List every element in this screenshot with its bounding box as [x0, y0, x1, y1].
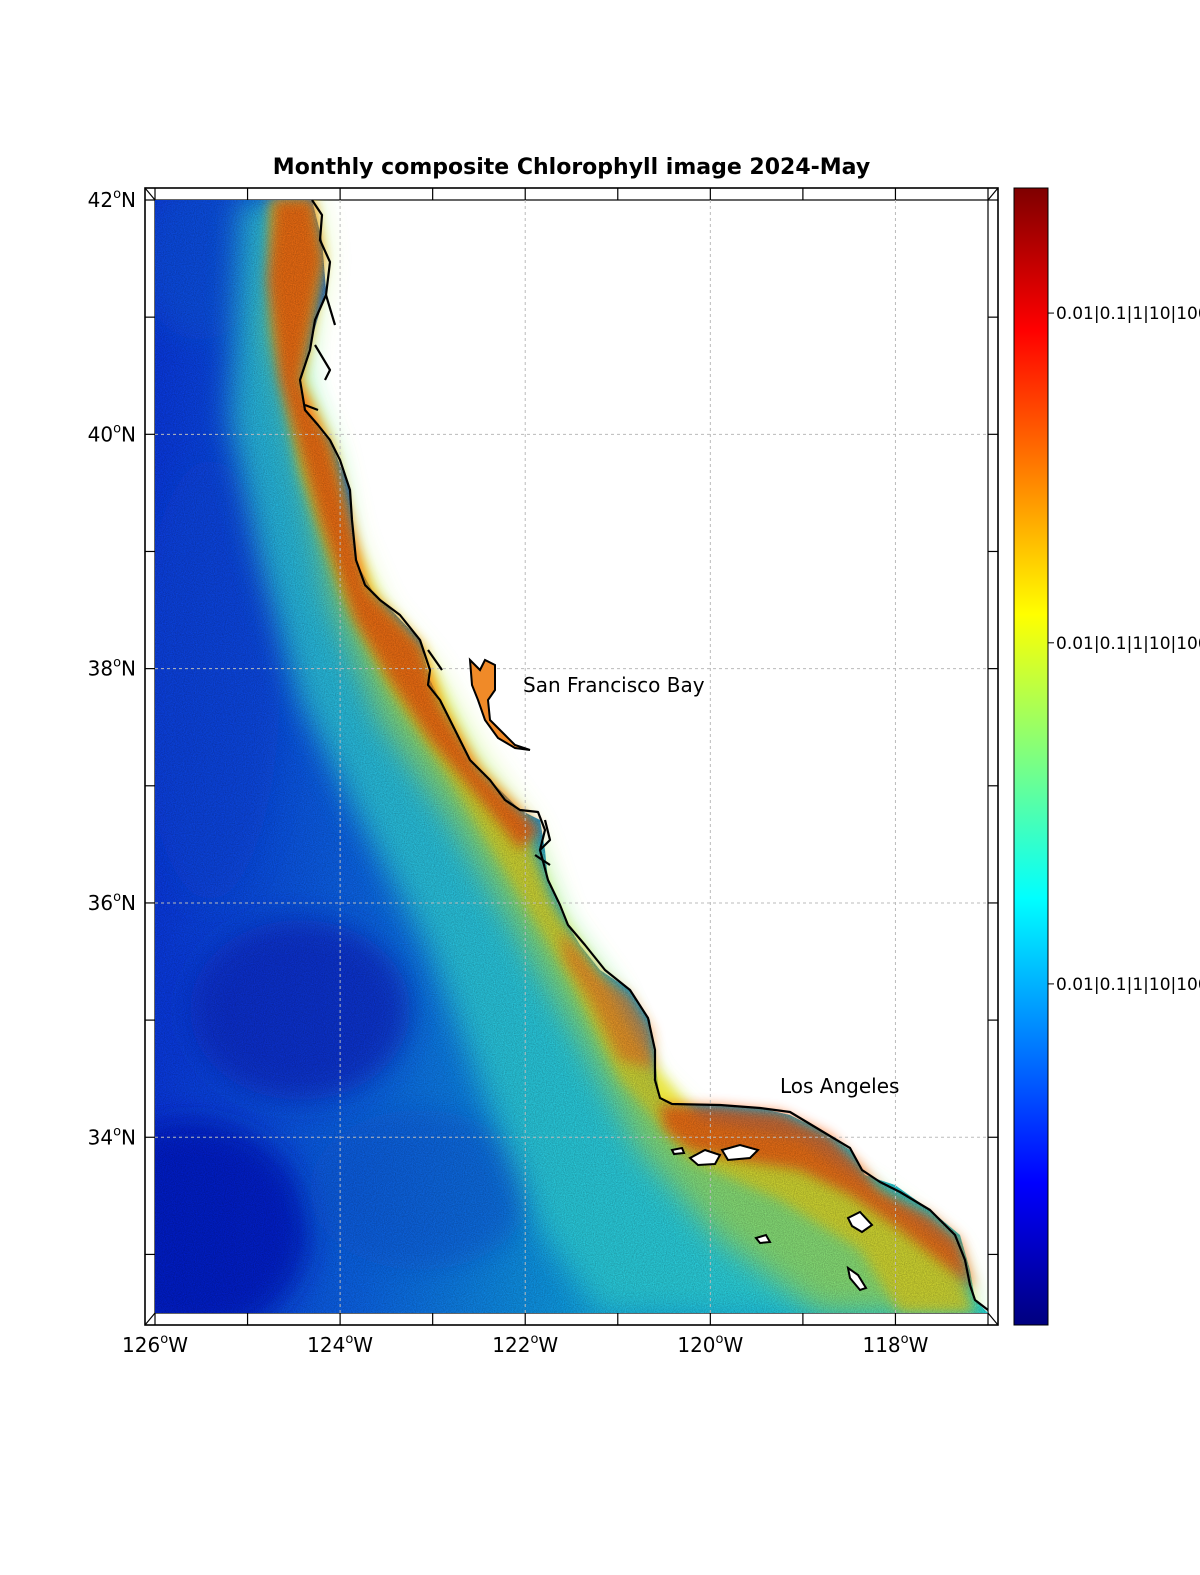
coastline [298, 199, 989, 1311]
map-title: Monthly composite Chlorophyll image 2024… [272, 155, 871, 180]
lat-tick-label: 42oN [88, 187, 136, 212]
lon-tick-label: 120oW [677, 1332, 743, 1357]
colorbar-tick-label: 0.01|0.1|1|10|100 [1056, 634, 1200, 654]
lon-tick-label: 124oW [307, 1332, 373, 1357]
lat-tick-label: 34oN [88, 1124, 136, 1149]
place-label-san-francisco-bay: San Francisco Bay [523, 673, 705, 697]
lat-tick-label: 38oN [88, 656, 136, 681]
place-label-los-angeles: Los Angeles [780, 1074, 899, 1098]
map-grid [155, 200, 988, 1313]
map-frame-outer [144, 187, 999, 1326]
colorbar [1013, 187, 1049, 1326]
lat-tick-label: 40oN [88, 421, 136, 446]
colorbar-tick-label: 0.01|0.1|1|10|100 [1056, 975, 1200, 995]
axis-ticks: 126oW 124oW 122oW 120oW 118oW 42oN 40oN 38oN 36o… [88, 187, 998, 1357]
lon-tick-label: 126oW [122, 1332, 188, 1357]
san-francisco-bay [468, 657, 531, 751]
colorbar-labels: 0.01|0.1|1|10|100 0.01|0.1|1|10|100 0.01|0… [1048, 304, 1200, 995]
lat-tick-label: 36oN [88, 890, 136, 915]
colorbar-tick-label: 0.01|0.1|1|10|100 [1056, 304, 1200, 324]
lon-tick-label: 118oW [862, 1332, 928, 1357]
lon-tick-label: 122oW [492, 1332, 558, 1357]
ocean-field [155, 200, 988, 1313]
channel-islands [670, 1143, 874, 1292]
